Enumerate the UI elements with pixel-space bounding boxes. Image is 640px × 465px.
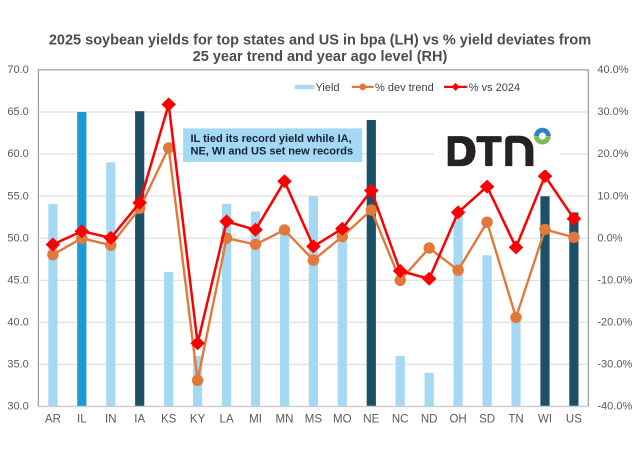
svg-text:25 year trend and year ago lev: 25 year trend and year ago level (RH)	[193, 49, 448, 65]
svg-text:KS: KS	[161, 414, 177, 426]
svg-text:MI: MI	[249, 414, 262, 426]
svg-text:-30.0%: -30.0%	[597, 359, 632, 371]
svg-text:55.0: 55.0	[7, 190, 28, 202]
svg-text:50.0: 50.0	[7, 232, 28, 244]
svg-text:US: US	[566, 414, 582, 426]
svg-text:65.0: 65.0	[7, 106, 28, 118]
svg-text:KY: KY	[190, 414, 206, 426]
svg-text:-20.0%: -20.0%	[597, 317, 632, 329]
svg-text:TN: TN	[508, 414, 523, 426]
svg-text:LA: LA	[220, 414, 234, 426]
svg-text:70.0: 70.0	[7, 64, 28, 76]
svg-text:10.0%: 10.0%	[597, 190, 628, 202]
svg-text:NE: NE	[363, 414, 379, 426]
svg-text:2025 soybean yields for top st: 2025 soybean yields for top states and U…	[49, 33, 591, 49]
svg-text:IL tied its record yield while: IL tied its record yield while IA,	[191, 133, 352, 145]
svg-text:30.0: 30.0	[7, 401, 28, 413]
svg-text:% vs 2024: % vs 2024	[469, 82, 520, 94]
svg-text:MS: MS	[305, 414, 323, 426]
svg-text:NC: NC	[392, 414, 409, 426]
svg-text:-40.0%: -40.0%	[597, 401, 632, 413]
svg-text:SD: SD	[479, 414, 495, 426]
svg-text:30.0%: 30.0%	[597, 106, 628, 118]
svg-text:IL: IL	[77, 414, 87, 426]
svg-text:MO: MO	[333, 414, 352, 426]
svg-text:60.0: 60.0	[7, 148, 28, 160]
svg-text:20.0%: 20.0%	[597, 148, 628, 160]
svg-text:45.0: 45.0	[7, 274, 28, 286]
svg-text:40.0: 40.0	[7, 317, 28, 329]
svg-text:NE, WI and US set new records: NE, WI and US set new records	[191, 146, 354, 158]
svg-text:WI: WI	[538, 414, 552, 426]
svg-text:ND: ND	[421, 414, 438, 426]
svg-text:MN: MN	[276, 414, 294, 426]
svg-text:35.0: 35.0	[7, 359, 28, 371]
svg-text:OH: OH	[449, 414, 466, 426]
svg-text:Yield: Yield	[316, 82, 340, 94]
svg-text:IA: IA	[134, 414, 145, 426]
svg-text:40.0%: 40.0%	[597, 64, 628, 76]
svg-text:IN: IN	[105, 414, 117, 426]
svg-text:0.0%: 0.0%	[597, 232, 622, 244]
svg-text:-10.0%: -10.0%	[597, 274, 632, 286]
svg-text:AR: AR	[45, 414, 61, 426]
svg-text:% dev trend: % dev trend	[375, 82, 434, 94]
